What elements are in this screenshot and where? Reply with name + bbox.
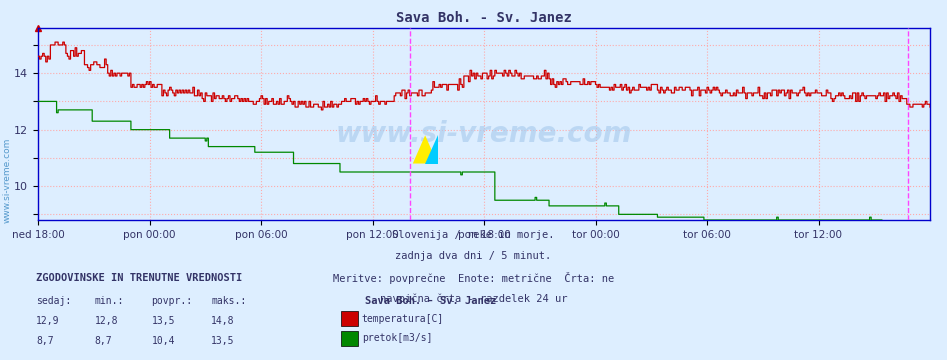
Text: 14,8: 14,8: [211, 316, 235, 326]
Text: navpična črta - razdelek 24 ur: navpična črta - razdelek 24 ur: [380, 293, 567, 303]
Text: min.:: min.:: [95, 296, 124, 306]
Polygon shape: [413, 135, 438, 163]
Text: 10,4: 10,4: [152, 336, 175, 346]
Text: www.si-vreme.com: www.si-vreme.com: [336, 120, 633, 148]
Text: 13,5: 13,5: [152, 316, 175, 326]
Text: Meritve: povprečne  Enote: metrične  Črta: ne: Meritve: povprečne Enote: metrične Črta:…: [333, 272, 614, 284]
Text: 12,9: 12,9: [36, 316, 60, 326]
Text: 8,7: 8,7: [95, 336, 113, 346]
Text: ZGODOVINSKE IN TRENUTNE VREDNOSTI: ZGODOVINSKE IN TRENUTNE VREDNOSTI: [36, 273, 242, 283]
Text: 8,7: 8,7: [36, 336, 54, 346]
Text: 13,5: 13,5: [211, 336, 235, 346]
Text: maks.:: maks.:: [211, 296, 246, 306]
Text: povpr.:: povpr.:: [152, 296, 192, 306]
Title: Sava Boh. - Sv. Janez: Sava Boh. - Sv. Janez: [396, 12, 572, 26]
Text: pretok[m3/s]: pretok[m3/s]: [362, 333, 432, 343]
Text: www.si-vreme.com: www.si-vreme.com: [3, 137, 12, 223]
Text: zadnja dva dni / 5 minut.: zadnja dva dni / 5 minut.: [396, 251, 551, 261]
Text: temperatura[C]: temperatura[C]: [362, 314, 444, 324]
Text: sedaj:: sedaj:: [36, 296, 71, 306]
Polygon shape: [425, 135, 438, 163]
Text: 12,8: 12,8: [95, 316, 118, 326]
Text: Sava Boh. - Sv. Janez: Sava Boh. - Sv. Janez: [365, 296, 496, 306]
Text: Slovenija / reke in morje.: Slovenija / reke in morje.: [392, 230, 555, 240]
